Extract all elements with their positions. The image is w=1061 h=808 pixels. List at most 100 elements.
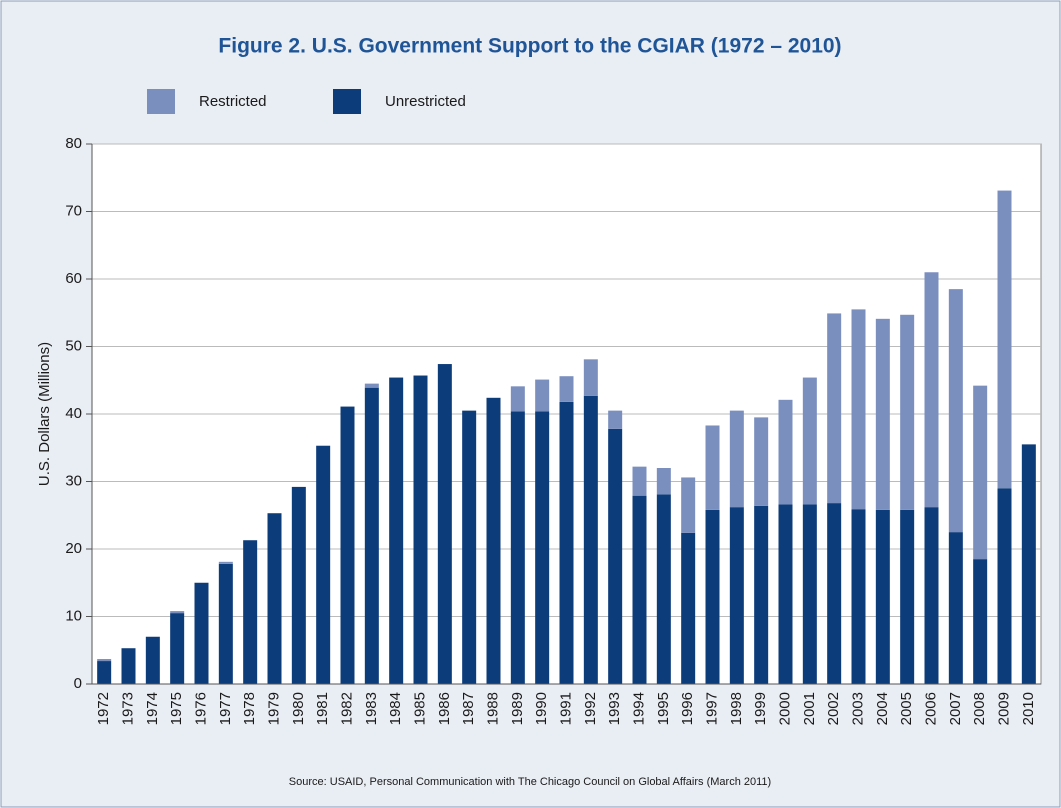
bar-segment bbox=[681, 477, 696, 533]
chart-title: Figure 2. U.S. Government Support to the… bbox=[218, 35, 841, 58]
y-tick-label: 60 bbox=[65, 270, 82, 287]
bar-segment bbox=[437, 364, 452, 684]
bar-segment bbox=[170, 613, 185, 684]
y-tick-label: 70 bbox=[65, 202, 82, 219]
x-tick-label: 1977 bbox=[217, 692, 234, 725]
x-tick-label: 2006 bbox=[922, 692, 939, 725]
x-tick-label: 1984 bbox=[387, 692, 404, 725]
bar-segment bbox=[997, 488, 1012, 684]
bar-segment bbox=[973, 385, 988, 560]
bar-segment bbox=[875, 318, 890, 510]
bar-segment bbox=[535, 379, 550, 412]
source-note: Source: USAID, Personal Communication wi… bbox=[289, 776, 771, 788]
y-tick-label: 80 bbox=[65, 135, 82, 152]
x-tick-label: 1992 bbox=[582, 692, 599, 725]
bar-segment bbox=[559, 401, 574, 684]
bar-segment bbox=[973, 559, 988, 684]
x-tick-label: 1981 bbox=[314, 692, 331, 725]
x-tick-label: 2000 bbox=[776, 692, 793, 725]
bar-segment bbox=[462, 410, 477, 684]
bar-segment bbox=[900, 314, 915, 510]
bar-segment bbox=[948, 289, 963, 533]
bar-segment bbox=[875, 509, 890, 684]
bar-segment bbox=[316, 445, 331, 684]
y-tick-label: 10 bbox=[65, 607, 82, 624]
x-tick-label: 2001 bbox=[801, 692, 818, 725]
bar-segment bbox=[145, 636, 160, 684]
bar-segment bbox=[900, 509, 915, 684]
bar-segment bbox=[364, 383, 379, 388]
bar-segment bbox=[656, 468, 671, 495]
x-tick-label: 1974 bbox=[144, 692, 161, 725]
bar-segment bbox=[851, 509, 866, 684]
x-tick-label: 1991 bbox=[557, 692, 574, 725]
x-tick-label: 1990 bbox=[533, 692, 550, 725]
x-tick-label: 2007 bbox=[947, 692, 964, 725]
x-tick-label: 1973 bbox=[119, 692, 136, 725]
bar-segment bbox=[754, 417, 769, 506]
bar-segment bbox=[705, 425, 720, 510]
bar-segment bbox=[827, 313, 842, 504]
x-tick-label: 1983 bbox=[363, 692, 380, 725]
bar-segment bbox=[340, 406, 355, 684]
bar-segment bbox=[559, 376, 574, 402]
bar-segment bbox=[851, 309, 866, 510]
y-tick-label: 30 bbox=[65, 472, 82, 489]
bar-segment bbox=[802, 377, 817, 505]
y-axis-label: U.S. Dollars (Millions) bbox=[36, 342, 53, 486]
bar-segment bbox=[729, 507, 744, 684]
bar-segment bbox=[997, 190, 1012, 489]
bar-segment bbox=[632, 495, 647, 684]
x-tick-label: 1995 bbox=[655, 692, 672, 725]
bar-segment bbox=[778, 399, 793, 505]
y-tick-label: 50 bbox=[65, 337, 82, 354]
y-tick-label: 40 bbox=[65, 405, 82, 422]
bar-segment bbox=[1021, 444, 1036, 684]
bar-segment bbox=[510, 386, 525, 412]
bar-segment bbox=[364, 387, 379, 684]
bar-segment bbox=[924, 507, 939, 684]
bar-segment bbox=[267, 513, 282, 684]
x-tick-label: 2010 bbox=[1020, 692, 1037, 725]
bar-segment bbox=[243, 540, 258, 684]
bar-segment bbox=[705, 509, 720, 684]
bar-segment bbox=[827, 503, 842, 684]
x-tick-label: 1997 bbox=[703, 692, 720, 725]
x-tick-label: 2003 bbox=[849, 692, 866, 725]
x-tick-label: 1986 bbox=[436, 692, 453, 725]
x-tick-label: 1988 bbox=[484, 692, 501, 725]
x-tick-label: 1978 bbox=[241, 692, 258, 725]
x-tick-label: 1989 bbox=[509, 692, 526, 725]
bar-segment bbox=[194, 582, 209, 684]
bar-segment bbox=[170, 611, 185, 614]
bar-segment bbox=[583, 395, 598, 684]
bar-segment bbox=[413, 375, 428, 684]
x-tick-label: 2004 bbox=[874, 692, 891, 725]
bar-segment bbox=[778, 504, 793, 684]
x-tick-label: 2009 bbox=[995, 692, 1012, 725]
bar-segment bbox=[608, 428, 623, 684]
legend-label: Restricted bbox=[199, 93, 267, 110]
bar-segment bbox=[218, 563, 233, 684]
bar-segment bbox=[510, 411, 525, 684]
x-tick-label: 1994 bbox=[630, 692, 647, 725]
legend-label: Unrestricted bbox=[385, 93, 466, 110]
bar-segment bbox=[583, 359, 598, 396]
legend-swatch bbox=[147, 89, 175, 114]
bar-segment bbox=[291, 486, 306, 684]
bar-segment bbox=[729, 410, 744, 508]
x-tick-label: 1980 bbox=[290, 692, 307, 725]
x-tick-label: 1998 bbox=[728, 692, 745, 725]
x-tick-label: 1985 bbox=[411, 692, 428, 725]
bar-segment bbox=[535, 411, 550, 684]
bar-segment bbox=[121, 648, 136, 684]
bar-segment bbox=[486, 397, 501, 684]
bar-segment bbox=[754, 505, 769, 684]
bar-segment bbox=[656, 494, 671, 684]
bar-segment bbox=[802, 504, 817, 684]
legend-swatch bbox=[333, 89, 361, 114]
y-tick-label: 0 bbox=[74, 675, 82, 692]
x-tick-label: 1996 bbox=[679, 692, 696, 725]
x-tick-label: 2005 bbox=[898, 692, 915, 725]
